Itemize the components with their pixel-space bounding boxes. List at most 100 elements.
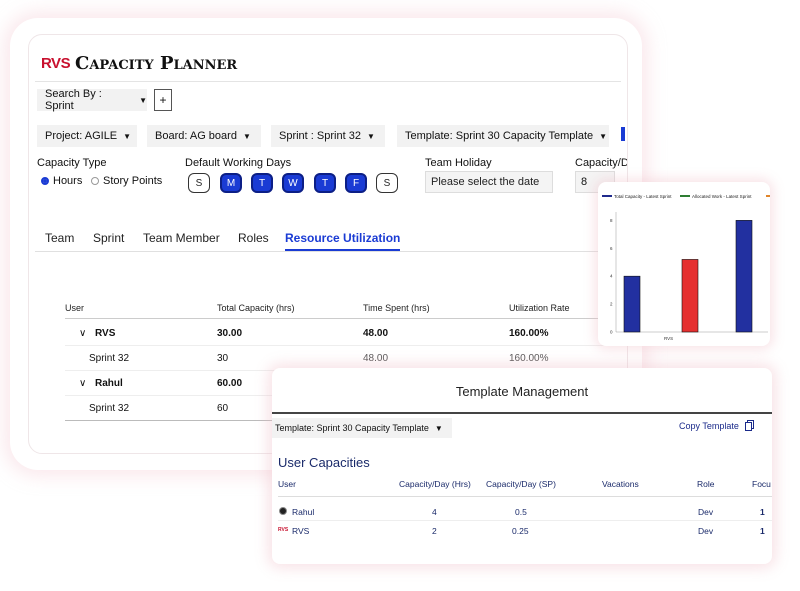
legend-total-capacity: Total Capacity - Latest Sprint [614,194,672,199]
search-by-dropdown[interactable]: Search By : Sprint ▼ [37,88,147,112]
day-toggle-sunday[interactable]: S [188,173,210,193]
user-capacities-heading: User Capacities [278,455,370,470]
expand-chevron-icon[interactable]: ∨ [79,378,87,389]
bar [735,220,753,333]
table-header-divider [65,318,625,319]
table-row-user: Sprint 32 [89,403,130,414]
y-tick-label: 4 [610,274,613,279]
bar [623,275,641,333]
tab-resource-utilization[interactable]: Resource Utilization [285,231,401,251]
table-row-rate: 160.00% [509,328,549,339]
template-label: Template: Sprint 30 Capacity Template [405,130,594,142]
team-holiday-label: Team Holiday [425,157,492,169]
search-by-label: Search By : Sprint [45,88,102,112]
radio-hours[interactable]: Hours [41,175,82,187]
day-toggle-monday[interactable]: M [220,173,242,193]
day-toggle-wednesday[interactable]: W [282,173,304,193]
col-header-utilization-rate: Utilization Rate [509,303,570,313]
day-toggle-saturday[interactable]: S [376,173,398,193]
user-row-name: Rahul [292,507,315,517]
legend-allocated-work: Allocated Work - Latest Sprint [692,194,752,199]
user-row-sp: 0.5 [515,507,527,517]
add-button[interactable]: + [154,89,172,111]
copy-template-button[interactable]: Copy Template [679,420,754,431]
radio-hours-label: Hours [53,175,83,187]
table-row-spent: 48.00 [363,328,389,339]
col-header-focus: Focu [752,479,771,489]
user-row-role: Dev [698,507,714,517]
chevron-down-icon: ▼ [599,131,608,141]
table-row-spent: 48.00 [363,353,389,364]
board-label: Board: AG board [155,130,237,142]
user-row-focus: 1 [760,507,765,517]
col-header-vacations: Vacations [602,479,639,489]
tab-bar: Team Sprint Team Member Roles Resource U… [35,231,619,252]
trash-icon[interactable] [621,127,625,141]
table-row-capacity: 30 [217,353,229,364]
user-row-hrs: 4 [432,507,437,517]
day-toggle-thursday[interactable]: T [314,173,336,193]
template-select-dropdown[interactable]: Template: Sprint 30 Capacity Template ▼ [272,418,452,438]
chevron-down-icon: ▼ [434,423,443,433]
user-row-name: RVS [292,526,310,536]
radio-selected-icon [41,177,49,185]
tab-roles[interactable]: Roles [238,231,269,245]
template-title-divider [272,412,772,414]
template-dropdown[interactable]: Template: Sprint 30 Capacity Template ▼ [397,125,609,147]
table-row-capacity: 60 [217,403,229,414]
avatar [279,507,287,515]
col-header-capacity-hrs: Capacity/Day (Hrs) [399,479,471,489]
copy-template-label: Copy Template [679,420,739,431]
capacity-planner-window: RVS Capacity Planner Search By : Sprint … [28,34,628,454]
y-tick-label: 0 [610,330,613,335]
user-row-role: Dev [698,526,714,536]
utilization-chart-card: Total Capacity - Latest Sprint Allocated… [598,182,770,346]
y-tick-label: 6 [610,246,613,251]
sprint-label: Sprint : Sprint 32 [279,130,361,142]
row-divider [65,345,625,346]
bar [681,259,699,333]
rvs-avatar-icon: RVS [278,527,289,533]
col-header-capacity-sp: Capacity/Day (SP) [486,479,556,489]
user-row-focus: 1 [760,526,765,536]
template-select-label: Template: Sprint 30 Capacity Template [275,423,429,433]
radio-story-points[interactable]: Story Points [91,175,162,187]
table-row-user: RVS [95,328,116,339]
col-header-user: User [278,479,296,489]
table-row-user: Sprint 32 [89,353,130,364]
col-header-total-capacity: Total Capacity (hrs) [217,303,295,313]
sprint-dropdown[interactable]: Sprint : Sprint 32 ▼ [271,125,385,147]
radio-unselected-icon [91,177,99,185]
template-management-title: Template Management [455,384,589,399]
table-row-capacity: 60.00 [217,378,243,389]
day-toggle-friday[interactable]: F [345,173,367,193]
user-row-sp: 0.25 [512,526,529,536]
x-tick-label: RVS [664,336,673,341]
utilization-bar-chart: Total Capacity - Latest Sprint Allocated… [602,194,770,341]
tab-team[interactable]: Team [45,231,75,245]
col-header-role: Role [697,479,715,489]
tab-sprint[interactable]: Sprint [93,231,125,245]
project-dropdown[interactable]: Project: AGILE ▼ [37,125,137,147]
working-days-label: Default Working Days [185,157,292,169]
board-dropdown[interactable]: Board: AG board ▼ [147,125,261,147]
day-toggle-tuesday[interactable]: T [251,173,273,193]
copy-icon [744,420,754,431]
table-row-rate: 160.00% [509,353,549,364]
col-header-user: User [65,303,85,313]
y-tick-label: 2 [610,302,613,307]
table-row-capacity: 30.00 [217,328,243,339]
team-holiday-date-input[interactable]: Please select the date [425,171,553,193]
expand-chevron-icon[interactable]: ∨ [79,328,87,339]
chevron-down-icon: ▼ [242,131,251,141]
table-row-user: Rahul [95,378,123,389]
template-management-panel: Template Management Template: Sprint 30 … [272,368,772,564]
tab-team-member[interactable]: Team Member [143,231,220,245]
capacity-day-label: Capacity/Da [575,157,627,169]
y-tick-label: 8 [610,218,613,223]
row-divider [278,520,772,521]
project-label: Project: AGILE [45,130,118,142]
user-table-header-divider [278,496,772,497]
capacity-type-label: Capacity Type [37,157,107,169]
chevron-down-icon: ▼ [139,95,147,105]
